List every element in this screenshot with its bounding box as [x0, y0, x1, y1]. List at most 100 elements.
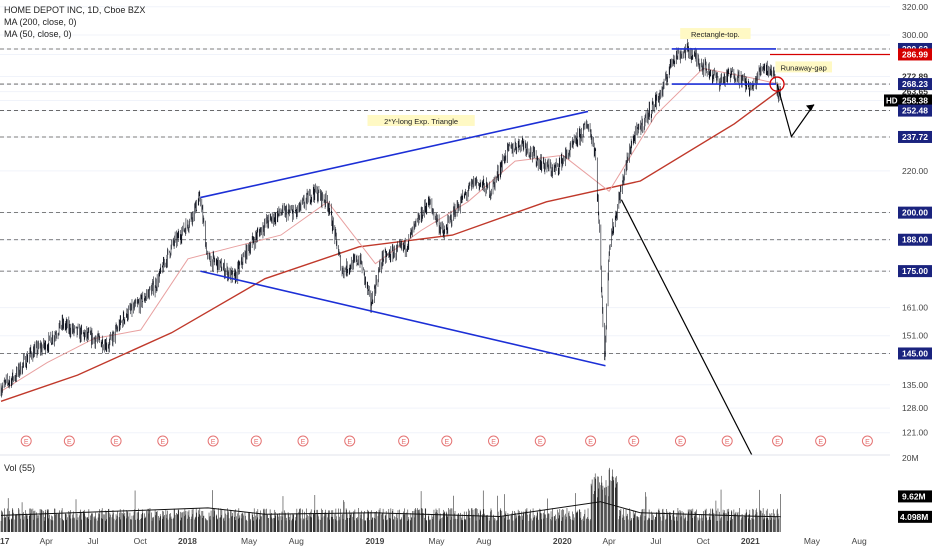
earnings-marker-circle: [207, 435, 219, 447]
price-label-text: 188.00: [902, 235, 928, 245]
earnings-marker-label: E: [631, 439, 636, 446]
annotation-label: Rectangle-top.: [691, 30, 740, 39]
earnings-marker-label: E: [24, 439, 29, 446]
volume-scale-label: 20M: [902, 453, 919, 463]
price-label-box: [898, 206, 932, 219]
earnings-marker-label: E: [678, 439, 683, 446]
earnings-marker-circle: [63, 435, 75, 447]
price-label-text: 252.48: [902, 106, 928, 116]
earnings-marker-label: E: [347, 439, 352, 446]
price-label-box: [898, 48, 932, 61]
triangle-lower-line: [200, 270, 606, 367]
price-candles: [0, 38, 781, 398]
earnings-marker-circle: [250, 435, 262, 447]
volume-last-box: [898, 490, 932, 503]
time-axis[interactable]: 2017 Apr Jul Oct 2018 May Aug 2019 May Aug 2020 Apr…: [0, 536, 867, 546]
earnings-marker-circle: [861, 435, 873, 447]
ma50-line: [0, 67, 781, 392]
earnings-marker-circle: [628, 435, 640, 447]
y-tick-label: 161.00: [902, 303, 928, 313]
x-tick-label: 2017: [0, 536, 10, 546]
earnings-marker-circle: [815, 435, 827, 447]
earnings-marker-circle: [721, 435, 733, 447]
earnings-marker-label: E: [160, 439, 165, 446]
x-tick-label: Aug: [852, 536, 867, 546]
earnings-marker-circle: [441, 435, 453, 447]
earnings-marker-label: E: [444, 439, 449, 446]
volume-pane: [0, 454, 890, 532]
earnings-marker-label: E: [725, 439, 730, 446]
annotation-box: [775, 61, 833, 73]
price-label-box: [898, 104, 932, 117]
earnings-marker-label: E: [114, 439, 119, 446]
volume-ma-label: 4.098M: [900, 512, 928, 522]
earnings-marker-label: E: [401, 439, 406, 446]
x-tick-label: May: [428, 536, 445, 546]
x-tick-label: Apr: [40, 536, 53, 546]
volume-ma-box: [898, 510, 932, 523]
earnings-marker-label: E: [211, 439, 216, 446]
annotations: 2*Y-long Exp. Triangle Rectangle-top. Runa…: [367, 28, 833, 126]
x-tick-label: 2020: [553, 536, 572, 546]
ma200-legend[interactable]: MA (200, close, 0): [4, 17, 77, 27]
earnings-marker-circle: [344, 435, 356, 447]
volume-legend[interactable]: Vol (55): [4, 463, 36, 473]
earnings-marker-label: E: [67, 439, 72, 446]
price-label-text: 175.00: [902, 266, 928, 276]
x-tick-label: 2019: [365, 536, 384, 546]
target-projection-line: [620, 199, 753, 456]
price-label-box: [898, 130, 932, 143]
earnings-marker-circle: [674, 435, 686, 447]
price-label-box: [898, 94, 932, 107]
pullback-arrow: [776, 83, 815, 138]
x-tick-label: Oct: [134, 536, 148, 546]
price-label-box: [898, 265, 932, 278]
y-tick-label: 128.00: [902, 403, 928, 413]
x-tick-label: 2021: [741, 536, 760, 546]
dashed-levels: [0, 48, 890, 354]
x-tick-label: May: [804, 536, 821, 546]
price-axis[interactable]: 121.00 128.00 135.00 151.00 161.00 220.00 300.…: [884, 2, 932, 523]
projection-arrows: [620, 53, 890, 456]
x-tick-label: Oct: [696, 536, 710, 546]
gap-highlight-circle: [769, 76, 785, 92]
moving-averages: [0, 67, 782, 402]
annotation-label: 2*Y-long Exp. Triangle: [384, 117, 458, 126]
price-label-text: 268.23: [902, 79, 928, 89]
earnings-marker-label: E: [301, 439, 306, 446]
annotation-label: Runaway-gap: [781, 63, 827, 72]
price-label-text: 200.00: [902, 208, 928, 218]
price-label-text: 272.89: [902, 72, 928, 82]
x-tick-label: Jul: [650, 536, 661, 546]
price-label-text: 263.65: [902, 87, 928, 97]
symbol-title[interactable]: HOME DEPOT INC, 1D, Cboe BZX: [4, 5, 146, 15]
price-label-box: [898, 347, 932, 360]
earnings-marker-label: E: [491, 439, 496, 446]
x-tick-label: Aug: [476, 536, 491, 546]
price-label-box: [898, 78, 932, 91]
volume-ma-line: [0, 501, 781, 518]
earnings-marker-circle: [772, 435, 784, 447]
earnings-marker-label: E: [775, 439, 780, 446]
price-label-text: 286.99: [902, 49, 928, 59]
earnings-marker-circle: [534, 435, 546, 447]
triangle-upper-line: [200, 110, 589, 199]
earnings-marker-label: E: [865, 439, 870, 446]
trendlines: [200, 48, 776, 367]
earnings-marker-label: E: [254, 439, 259, 446]
y-tick-label: 320.00: [902, 2, 928, 12]
earnings-marker-circle: [398, 435, 410, 447]
y-tick-label: 300.00: [902, 30, 928, 40]
price-label-text: 145.00: [902, 348, 928, 358]
y-tick-label: 151.00: [902, 331, 928, 341]
y-tick-label: 121.00: [902, 428, 928, 438]
symbol-tag-box: [884, 94, 898, 107]
ma50-legend[interactable]: MA (50, close, 0): [4, 29, 72, 39]
symbol-tag: HD: [886, 96, 898, 105]
x-tick-label: 2018: [178, 536, 197, 546]
earnings-marker-circle: [297, 435, 309, 447]
